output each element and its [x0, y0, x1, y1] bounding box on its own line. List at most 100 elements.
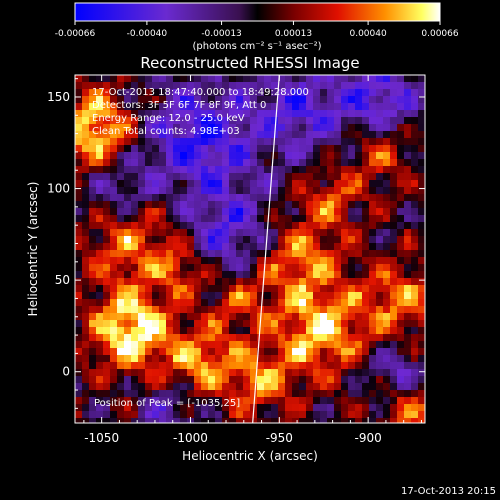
heatmap-cell [173, 327, 180, 334]
heatmap-cell [159, 257, 166, 264]
heatmap-cell [362, 397, 369, 404]
heatmap-cell [418, 341, 425, 348]
heatmap-cell [166, 208, 173, 215]
heatmap-cell [327, 299, 334, 306]
heatmap-cell [187, 327, 194, 334]
heatmap-cell [103, 194, 110, 201]
heatmap-cell [159, 306, 166, 313]
heatmap-cell [299, 397, 306, 404]
heatmap-cell [404, 145, 411, 152]
heatmap-cell [236, 138, 243, 145]
heatmap-cell [145, 194, 152, 201]
heatmap-cell [369, 110, 376, 117]
heatmap-cell [334, 194, 341, 201]
heatmap-cell [285, 264, 292, 271]
heatmap-cell [124, 327, 131, 334]
heatmap-cell [75, 208, 82, 215]
heatmap-cell [348, 292, 355, 299]
heatmap-cell [278, 75, 285, 82]
heatmap-cell [313, 82, 320, 89]
heatmap-cell [75, 131, 82, 138]
heatmap-cell [355, 383, 362, 390]
heatmap-cell [159, 215, 166, 222]
heatmap-cell [138, 229, 145, 236]
heatmap-cell [173, 124, 180, 131]
heatmap-cell [355, 355, 362, 362]
heatmap-cell [89, 229, 96, 236]
heatmap-cell [285, 201, 292, 208]
heatmap-cell [397, 306, 404, 313]
heatmap-cell [362, 222, 369, 229]
heatmap-cell [376, 341, 383, 348]
heatmap-cell [327, 411, 334, 418]
heatmap-cell [194, 180, 201, 187]
y-tick-label: 50 [55, 273, 70, 287]
heatmap-cell [124, 138, 131, 145]
heatmap-cell [117, 110, 124, 117]
heatmap-cell [236, 348, 243, 355]
heatmap-cell [131, 383, 138, 390]
heatmap-cell [369, 320, 376, 327]
heatmap-cell [201, 138, 208, 145]
heatmap-cell [159, 187, 166, 194]
heatmap-cell [369, 250, 376, 257]
heatmap-cell [208, 320, 215, 327]
heatmap-cell [236, 110, 243, 117]
heatmap-cell [257, 110, 264, 117]
heatmap-cell [166, 236, 173, 243]
heatmap-cell [110, 369, 117, 376]
heatmap-cell [397, 250, 404, 257]
heatmap-cell [82, 82, 89, 89]
heatmap-cell [145, 390, 152, 397]
heatmap-cell [348, 187, 355, 194]
heatmap-cell [117, 257, 124, 264]
heatmap-cell [362, 159, 369, 166]
heatmap-cell [152, 390, 159, 397]
heatmap-cell [411, 166, 418, 173]
heatmap-cell [145, 404, 152, 411]
heatmap-cell [236, 75, 243, 82]
heatmap-cell [201, 313, 208, 320]
heatmap-cell [243, 110, 250, 117]
heatmap-cell [334, 376, 341, 383]
heatmap-cell [187, 215, 194, 222]
heatmap-cell [75, 166, 82, 173]
heatmap-cell [103, 131, 110, 138]
heatmap-cell [117, 201, 124, 208]
heatmap-cell [82, 236, 89, 243]
heatmap-cell [194, 355, 201, 362]
heatmap-cell [369, 103, 376, 110]
heatmap-cell [180, 243, 187, 250]
heatmap-cell [152, 369, 159, 376]
heatmap-cell [250, 103, 257, 110]
heatmap-cell [299, 152, 306, 159]
heatmap-cell [180, 383, 187, 390]
heatmap-cell [243, 390, 250, 397]
heatmap-cell [418, 362, 425, 369]
heatmap-cell [173, 201, 180, 208]
heatmap-cell [103, 334, 110, 341]
heatmap-cell [131, 306, 138, 313]
heatmap-cell [180, 236, 187, 243]
heatmap-cell [82, 285, 89, 292]
heatmap-cell [173, 166, 180, 173]
heatmap-cell [131, 369, 138, 376]
heatmap-cell [278, 390, 285, 397]
heatmap-cell [313, 278, 320, 285]
heatmap-cell [215, 390, 222, 397]
heatmap-cell [313, 376, 320, 383]
heatmap-cell [341, 96, 348, 103]
heatmap-cell [110, 131, 117, 138]
heatmap-cell [110, 376, 117, 383]
heatmap-cell [117, 152, 124, 159]
heatmap-cell [96, 89, 103, 96]
heatmap-cell [306, 145, 313, 152]
heatmap-cell [236, 243, 243, 250]
heatmap-cell [229, 292, 236, 299]
heatmap-cell [271, 341, 278, 348]
heatmap-cell [285, 243, 292, 250]
heatmap-cell [145, 348, 152, 355]
heatmap-cell [194, 369, 201, 376]
heatmap-cell [89, 131, 96, 138]
heatmap-cell [264, 187, 271, 194]
